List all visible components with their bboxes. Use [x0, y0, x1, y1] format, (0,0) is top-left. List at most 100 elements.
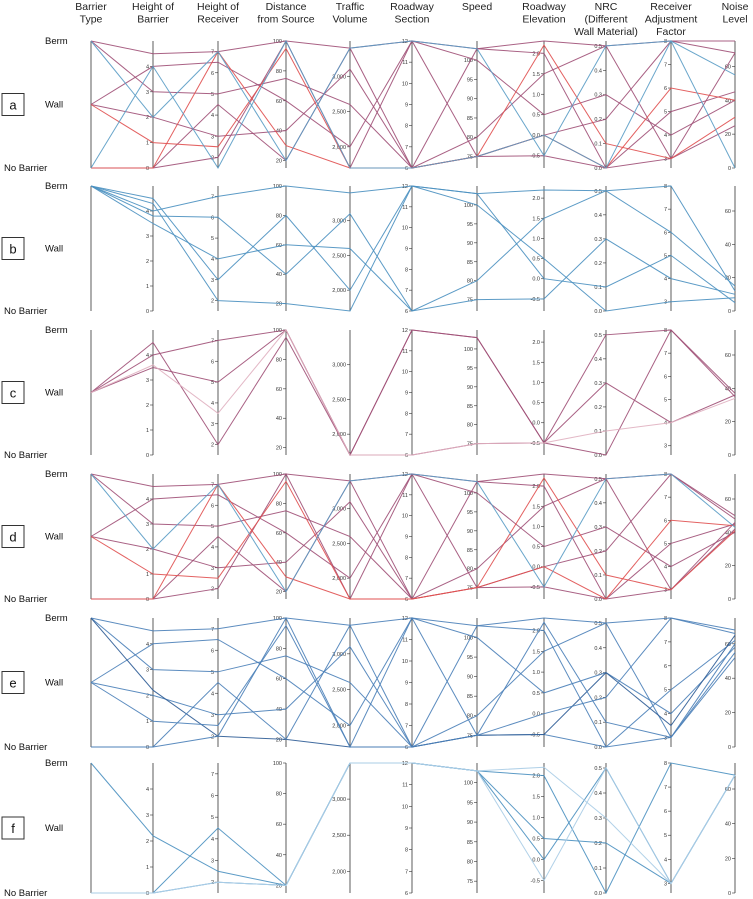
tick-label: 7 [664, 207, 667, 213]
tick-label: 0.4 [594, 791, 602, 797]
tick-label: 1 [146, 284, 149, 290]
tick-label: 20 [725, 856, 731, 862]
tick-label: 1.0 [532, 380, 540, 386]
tick-label: 90 [467, 820, 473, 826]
tick-label: -0.5 [531, 878, 540, 884]
tick-label: 0.3 [594, 93, 602, 99]
tick-label: 0 [146, 891, 149, 897]
tick-label: 0.2 [594, 261, 602, 267]
tick-label: 80 [467, 279, 473, 285]
tick-label: 1.5 [532, 649, 540, 655]
tick-label: 100 [464, 347, 473, 353]
axis-header-line: Adjustment [645, 14, 698, 26]
series-line [91, 762, 736, 895]
tick-label: -0.5 [531, 154, 540, 160]
tick-label: 40 [725, 530, 731, 536]
axis-header-line: Factor [656, 26, 686, 38]
axis-header-hrec: Height of Receiver [197, 1, 239, 26]
tick-label: 7 [211, 482, 214, 488]
tick-label: 2 [146, 693, 149, 699]
tick-label: 2.0 [532, 340, 540, 346]
tick-label: 0 [146, 166, 149, 172]
tick-label: 5 [211, 236, 214, 242]
tick-label: 0.3 [594, 237, 602, 243]
tick-label: 0.0 [594, 453, 602, 459]
tick-label: 2 [146, 259, 149, 265]
tick-label: 20 [725, 420, 731, 426]
tick-label: 60 [276, 99, 282, 105]
tick-label: 0.5 [594, 621, 602, 627]
tick-label: 5 [664, 688, 667, 694]
tick-label: -0.5 [531, 441, 540, 447]
tick-label: 85 [467, 260, 473, 266]
tick-label: 3 [211, 134, 214, 140]
tick-label: 40 [725, 242, 731, 248]
tick-label: 20 [276, 590, 282, 596]
tick-label: -0.5 [531, 585, 540, 591]
panel-label: d [9, 530, 16, 545]
tick-label: 2 [146, 115, 149, 121]
tick-label: 8 [405, 555, 408, 561]
tick-label: 3,000 [332, 652, 346, 658]
tick-label: 9 [405, 535, 408, 541]
tick-label: 1.5 [532, 72, 540, 78]
tick-label: 1 [146, 141, 149, 147]
panel-label-box [1, 381, 25, 404]
tick-label: 60 [276, 531, 282, 537]
tick-label: 3 [211, 566, 214, 572]
tick-label: 0.0 [532, 712, 540, 718]
tick-label: 1.5 [532, 504, 540, 510]
tick-label: 80 [276, 69, 282, 75]
panel-label-box [1, 671, 25, 694]
category-label: Wall [45, 388, 63, 399]
tick-label: 2,000 [332, 288, 346, 294]
tick-label: 7 [211, 50, 214, 56]
tick-label: 0 [146, 309, 149, 315]
tick-label: 0.5 [532, 113, 540, 119]
tick-label: 0.1 [594, 866, 602, 872]
tick-label: 11 [402, 349, 408, 355]
tick-label: 85 [467, 116, 473, 122]
tick-label: 7 [405, 869, 408, 875]
tick-label: 4 [664, 857, 667, 863]
tick-label: 7 [405, 145, 408, 151]
panel-label-box [1, 93, 25, 116]
axis-header-line: Distance [266, 1, 307, 13]
tick-label: 1.0 [532, 524, 540, 530]
tick-label: 6 [211, 648, 214, 654]
axis-header-line: Receiver [650, 1, 692, 13]
category-label: Berm [45, 36, 68, 47]
series-line [90, 473, 736, 517]
tick-label: 10 [402, 804, 408, 810]
axis-header-line: Volume [332, 14, 367, 26]
tick-label: 8 [664, 761, 667, 767]
series-line [90, 39, 736, 169]
tick-label: 6 [405, 453, 408, 459]
series-line [90, 40, 736, 162]
tick-label: 5 [664, 110, 667, 116]
category-label: Wall [45, 532, 63, 543]
tick-label: 0.3 [594, 381, 602, 387]
tick-label: 95 [467, 222, 473, 228]
tick-label: 1.0 [532, 816, 540, 822]
axis-header-line: Barrier [137, 14, 169, 26]
tick-label: 4 [664, 712, 667, 718]
axis-header-line: Height of [132, 1, 174, 13]
series-line [91, 50, 736, 169]
tick-label: 60 [725, 209, 731, 215]
panel-label: c [10, 386, 17, 401]
axis-header-line: Receiver [197, 14, 239, 26]
tick-label: 80 [467, 135, 473, 141]
tick-label: 12 [402, 328, 408, 334]
tick-label: 2.0 [532, 484, 540, 490]
tick-label: 0.2 [594, 695, 602, 701]
tick-label: 60 [276, 387, 282, 393]
tick-label: 8 [664, 39, 667, 45]
tick-label: 3 [146, 378, 149, 384]
tick-label: 4 [211, 401, 214, 407]
tick-label: 100 [464, 58, 473, 64]
panel-label-box [1, 525, 25, 548]
category-label: No Barrier [4, 450, 47, 461]
